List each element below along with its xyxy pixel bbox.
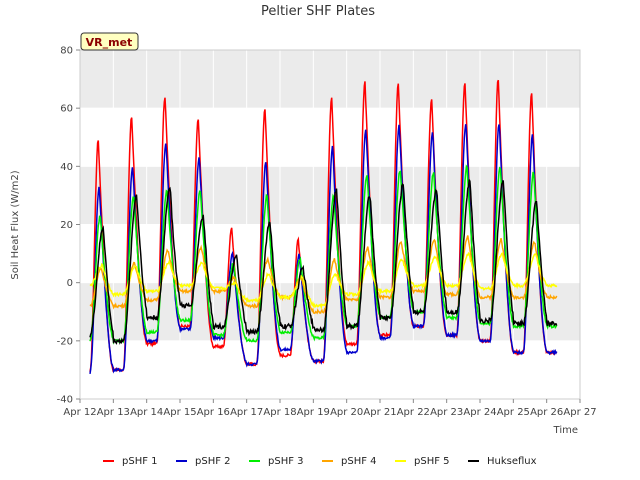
- x-tick-label: Apr 26: [530, 407, 563, 418]
- series-line-pshf-2: [89, 124, 558, 375]
- y-tick-label: 0: [67, 278, 73, 289]
- x-tick-label: Apr 25: [497, 407, 530, 418]
- legend: pSHF 1 pSHF 2 pSHF 3 pSHF 4 pSHF 5 Hukseflux: [103, 456, 537, 467]
- legend-label: pSHF 3: [268, 456, 304, 467]
- annotation-badge-box: [80, 32, 139, 51]
- legend-label: pSHF 4: [341, 456, 377, 467]
- x-tick-label: Apr 16: [197, 407, 230, 418]
- legend-label: Hukseflux: [487, 456, 537, 467]
- x-tick-label: Apr 17: [230, 407, 263, 418]
- plot-band: [80, 282, 580, 341]
- series-line-pshf-4: [89, 235, 558, 315]
- chart-title: Peltier SHF Plates: [261, 4, 375, 19]
- plot-band: [80, 50, 580, 109]
- x-axis-title: Time: [553, 425, 578, 436]
- legend-label: pSHF 5: [414, 456, 450, 467]
- legend-label: pSHF 2: [195, 456, 231, 467]
- x-tick-label: Apr 18: [263, 407, 296, 418]
- series-line-hukseflux: [89, 179, 558, 345]
- series-line-pshf-5: [89, 252, 558, 311]
- legend-label: pSHF 1: [122, 456, 158, 467]
- annotation-badge-label: VR_met: [86, 36, 133, 49]
- x-tick-labels: Apr 12 Apr 13 Apr 14 Apr 15 Apr 16 Apr 17 Apr …: [63, 399, 597, 418]
- x-tick-label: Apr 23: [430, 407, 463, 418]
- x-tick-label: Apr 12: [63, 407, 96, 418]
- y-tick-label: 40: [60, 162, 73, 173]
- x-tick-label: Apr 19: [297, 407, 330, 418]
- x-tick-label: Apr 22: [397, 407, 430, 418]
- y-tick-labels: -40 -20 0 20 40 60 80: [57, 46, 80, 406]
- x-tick-label: Apr 15: [163, 407, 196, 418]
- x-tick-label: Apr 13: [97, 407, 130, 418]
- y-tick-label: 20: [60, 220, 73, 231]
- y-axis-title: Soil Heat Flux (W/m2): [10, 170, 21, 279]
- y-tick-label: -40: [57, 395, 73, 406]
- y-tick-label: 60: [60, 104, 73, 115]
- x-tick-label: Apr 20: [330, 407, 363, 418]
- series-layer: [89, 79, 558, 375]
- x-tick-label: Apr 24: [463, 407, 496, 418]
- y-tick-label: -20: [57, 336, 73, 347]
- x-tick-label: Apr 21: [363, 407, 396, 418]
- x-tick-label: Apr 14: [130, 407, 163, 418]
- x-tick-label: Apr 27: [563, 407, 596, 418]
- y-tick-label: 80: [60, 46, 73, 57]
- annotation-badge: VR_met: [80, 32, 139, 51]
